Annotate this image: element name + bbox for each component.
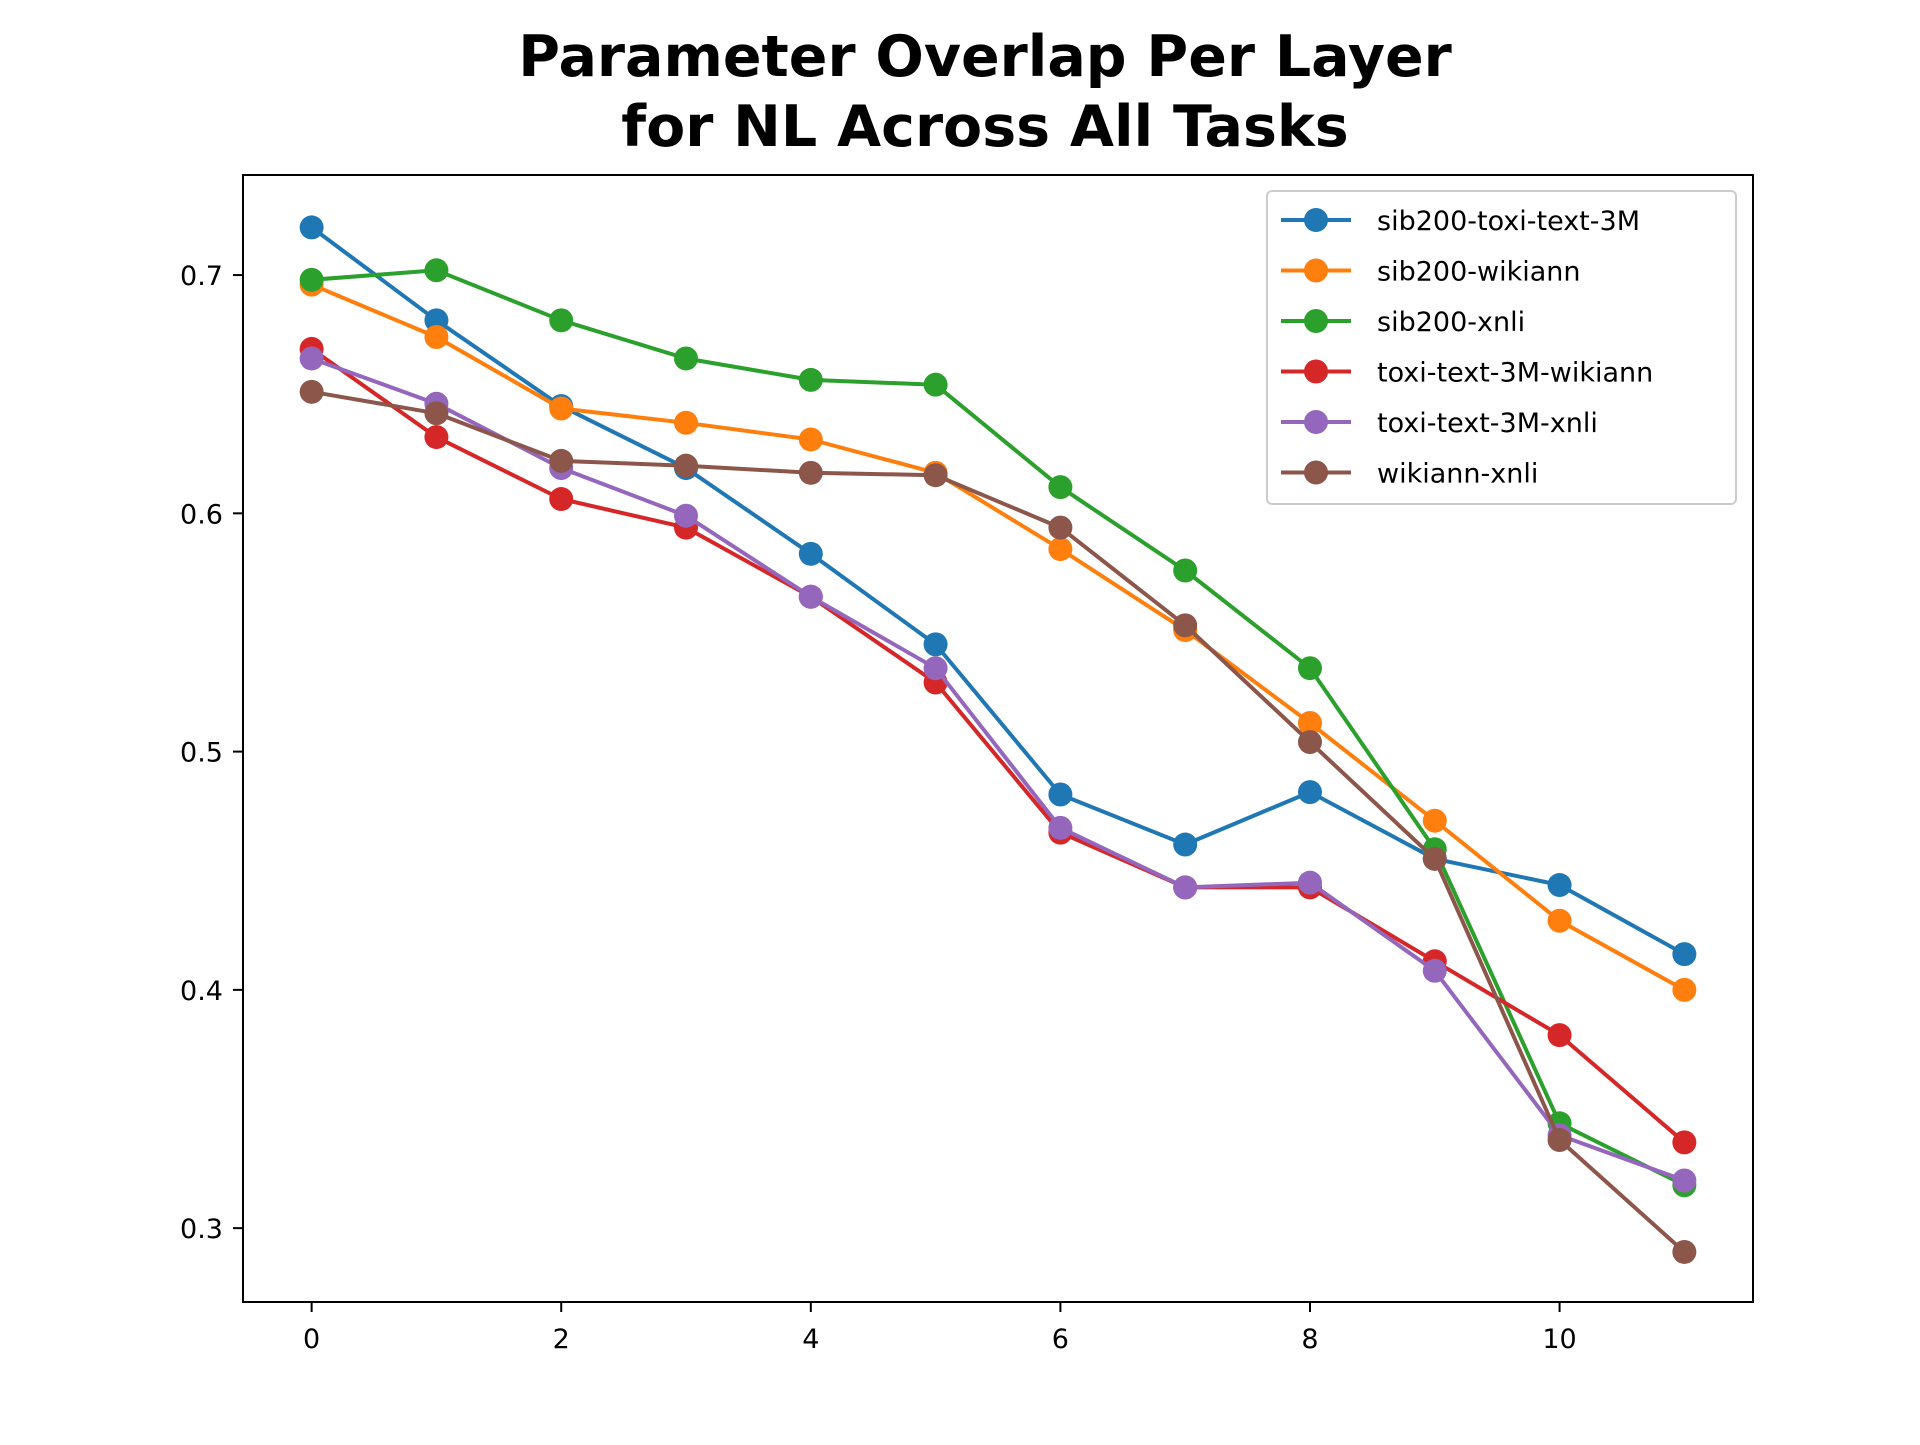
data-point	[1048, 475, 1073, 500]
legend-label: sib200-toxi-text-3M	[1377, 206, 1640, 237]
x-tick-label: 8	[1301, 1324, 1318, 1355]
data-point	[1547, 1023, 1572, 1048]
data-point	[1672, 1168, 1697, 1193]
legend-box	[1266, 190, 1737, 505]
data-point	[549, 396, 574, 421]
legend-marker	[1304, 359, 1328, 384]
legend-item: sib200-toxi-text-3M	[1281, 206, 1640, 237]
legend-marker	[1304, 309, 1328, 333]
data-point	[1672, 1239, 1697, 1264]
data-point	[424, 425, 449, 450]
data-point	[1297, 711, 1322, 736]
data-point	[424, 325, 449, 350]
data-point	[1297, 870, 1322, 895]
data-point	[1422, 808, 1447, 833]
legend-marker	[1304, 460, 1328, 485]
data-point	[1048, 537, 1073, 562]
legend-label: toxi-text-3M-xnli	[1377, 408, 1598, 439]
data-point	[923, 463, 948, 488]
legend-label: wikiann-xnli	[1377, 459, 1538, 490]
x-tick-label: 6	[1052, 1324, 1069, 1355]
y-tick-label: 0.7	[180, 261, 223, 292]
axes: 0 2 4 6 8 10 0.3 0.4 0.5 0.6 0.7	[180, 174, 1754, 1355]
y-tick-label: 0.5	[180, 738, 223, 769]
data-point	[798, 584, 823, 609]
data-point	[299, 215, 324, 240]
data-point	[923, 632, 948, 657]
legend: sib200-toxi-text-3M sib200-wikiann sib200-…	[1266, 190, 1737, 505]
axes-frame	[242, 174, 1754, 1303]
x-tick-label: 4	[802, 1324, 819, 1355]
series-line	[309, 389, 1688, 1255]
data-point	[299, 346, 324, 371]
legend-item: toxi-text-3M-wikiann	[1281, 358, 1653, 389]
data-point	[798, 367, 823, 392]
data-point	[424, 308, 449, 333]
data-point	[798, 427, 823, 452]
data-point	[674, 410, 699, 435]
data-point	[1173, 613, 1198, 638]
data-point	[1297, 730, 1322, 755]
data-point	[424, 258, 449, 283]
data-point	[1048, 782, 1073, 807]
legend-label: sib200-wikiann	[1377, 257, 1580, 288]
plot-area	[299, 215, 1697, 1264]
legend-item: wikiann-xnli	[1281, 459, 1538, 490]
data-point	[674, 346, 699, 371]
data-point	[1672, 1130, 1697, 1155]
data-point	[1547, 873, 1572, 898]
series-5	[299, 379, 1697, 1264]
x-tick-label: 0	[303, 1324, 320, 1355]
data-point	[299, 379, 324, 404]
data-point	[549, 308, 574, 333]
chart-title-line-1: Parameter Overlap Per Layer	[518, 24, 1452, 90]
series-1	[299, 272, 1697, 1002]
data-point	[1422, 958, 1447, 983]
data-point	[798, 460, 823, 485]
data-point	[674, 453, 699, 478]
data-point	[1048, 815, 1073, 840]
y-tick-label: 0.4	[180, 976, 223, 1007]
x-tick-label: 10	[1542, 1324, 1576, 1355]
series-line	[309, 268, 1688, 1188]
series-0	[299, 215, 1697, 967]
data-point	[923, 372, 948, 397]
legend-item: sib200-wikiann	[1281, 257, 1580, 288]
data-point	[1173, 558, 1198, 583]
series-line	[308, 281, 1688, 993]
data-point	[1547, 908, 1572, 933]
data-point	[1547, 1127, 1572, 1152]
data-point	[1173, 875, 1198, 900]
data-point	[549, 448, 574, 473]
y-tick-label: 0.3	[180, 1214, 223, 1245]
data-point	[1297, 656, 1322, 681]
data-point	[1672, 942, 1697, 967]
data-point	[1422, 846, 1447, 871]
y-tick-label: 0.6	[180, 499, 223, 530]
legend-item: sib200-xnli	[1281, 307, 1525, 338]
data-point	[1672, 977, 1697, 1002]
data-point	[1297, 780, 1322, 805]
chart-title-line-2: for NL Across All Tasks	[621, 94, 1348, 160]
data-point	[798, 541, 823, 566]
data-point	[923, 656, 948, 681]
series-line	[308, 346, 1688, 1146]
legend-marker	[1304, 410, 1328, 434]
series-line	[309, 355, 1687, 1184]
data-point	[299, 267, 324, 292]
data-point	[1173, 832, 1198, 857]
data-point	[1048, 515, 1073, 540]
x-tick-label: 2	[553, 1324, 570, 1355]
legend-item: toxi-text-3M-xnli	[1281, 408, 1598, 439]
data-point	[424, 401, 449, 426]
data-point	[549, 487, 574, 512]
legend-label: sib200-xnli	[1377, 307, 1525, 338]
legend-label: toxi-text-3M-wikiann	[1377, 358, 1653, 389]
legend-marker	[1304, 258, 1328, 283]
data-point	[674, 503, 699, 528]
series-line	[308, 224, 1688, 957]
legend-marker	[1304, 208, 1328, 232]
